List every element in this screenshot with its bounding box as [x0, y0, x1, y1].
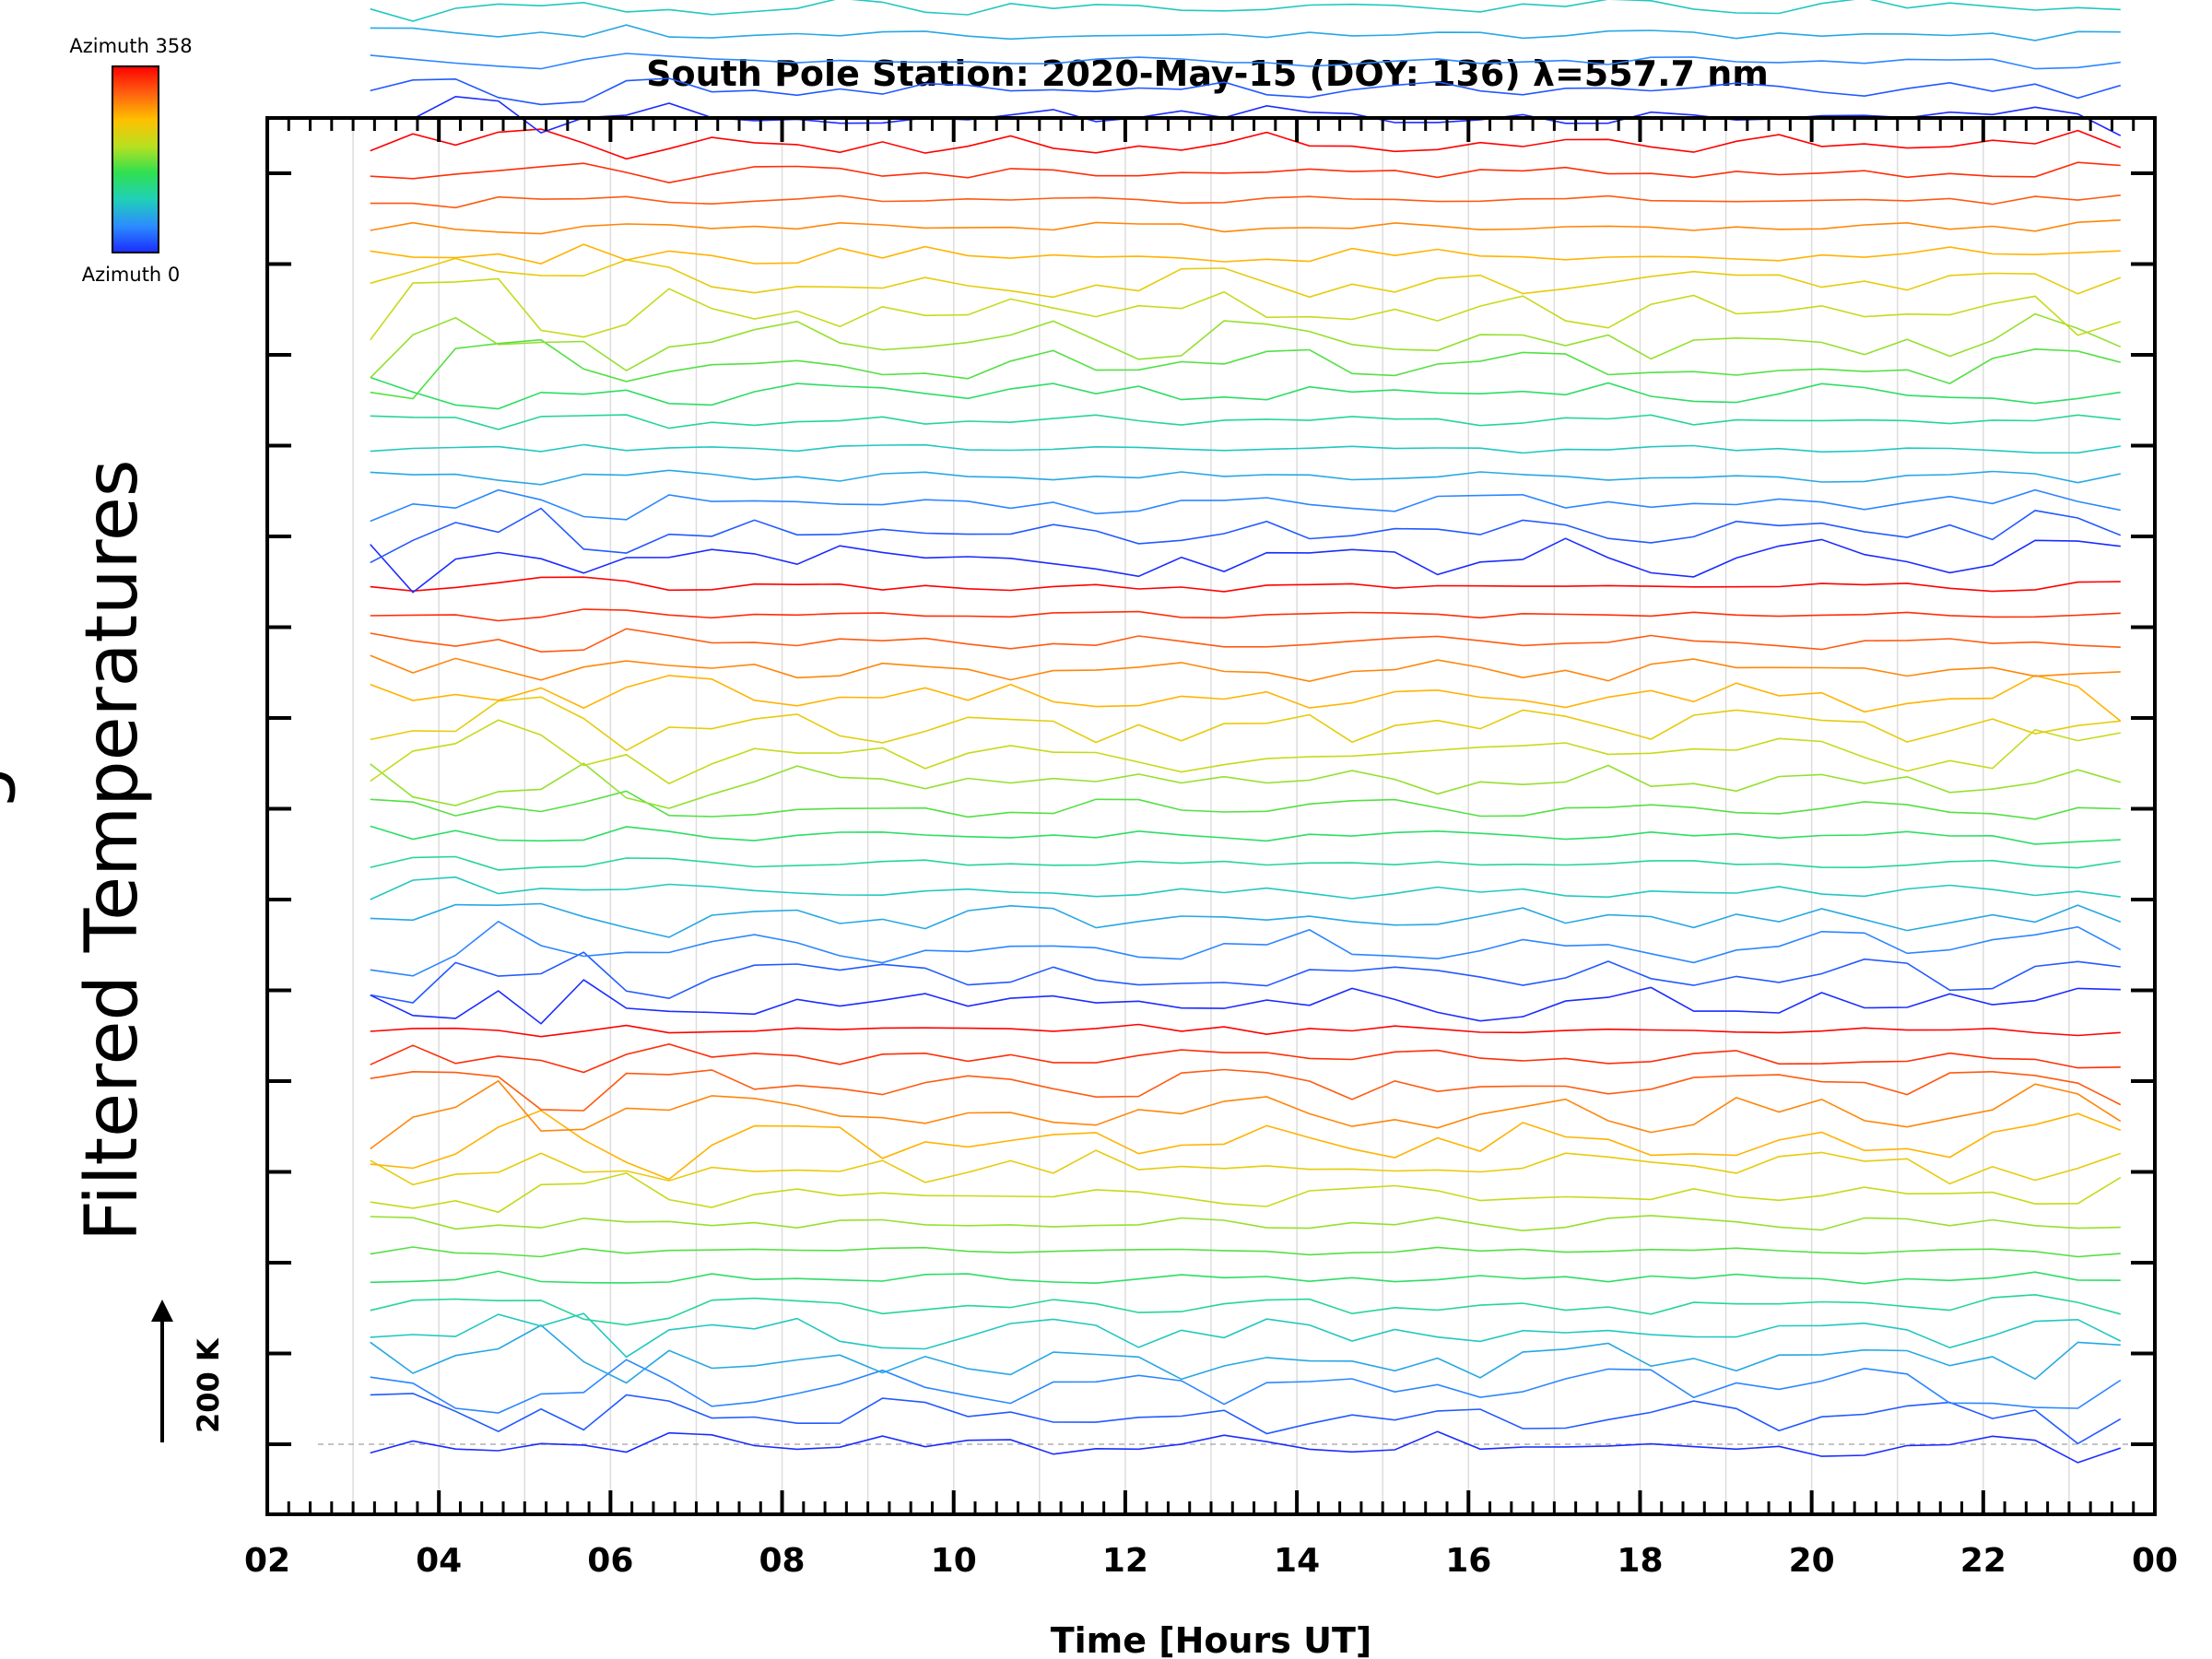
- temperature-trace: [370, 1324, 2121, 1384]
- x-tick-label: 12: [1102, 1542, 1148, 1580]
- temperature-trace: [370, 1171, 2122, 1214]
- temperature-trace: [370, 1359, 2122, 1414]
- temperature-trace: [370, 24, 2121, 41]
- temperature-trace: [370, 876, 2121, 900]
- temperature-trace: [370, 537, 2121, 594]
- x-tick-label: 02: [244, 1542, 290, 1580]
- temperature-trace: [370, 1068, 2122, 1112]
- temperature-trace: [370, 1215, 2121, 1232]
- temperature-trace: [370, 790, 2121, 820]
- temperature-trace: [370, 1079, 2122, 1150]
- x-tick-label: 10: [931, 1542, 977, 1580]
- temperature-trace: [370, 1023, 2121, 1038]
- temperature-trace: [370, 1293, 2122, 1326]
- temperature-trace: [370, 95, 2122, 136]
- temperature-trace: [370, 979, 2121, 1025]
- temperature-trace: [370, 608, 2121, 622]
- x-tick-labels: 02 04 06 08 10 12 14 16 18 20 22 00: [244, 1542, 2178, 1580]
- temperature-trace: [370, 1270, 2121, 1285]
- temperature-trace: [370, 194, 2121, 209]
- temperature-trace: [370, 312, 2122, 379]
- temperature-trace: [370, 338, 2122, 400]
- colorbar-top-label: Azimuth 358: [69, 35, 192, 57]
- x-tick-label: 08: [759, 1542, 805, 1580]
- scale-bar-arrowhead: [151, 1300, 173, 1322]
- x-tick-label: 18: [1617, 1542, 1663, 1580]
- x-tick-label: 06: [587, 1542, 633, 1580]
- temperature-trace: [370, 1393, 2122, 1445]
- temperature-trace: [370, 1149, 2122, 1186]
- grid-lines: [318, 118, 2155, 1514]
- temperature-trace: [370, 1430, 2122, 1464]
- temperature-trace: [370, 1246, 2121, 1258]
- temperature-trace: [370, 1312, 2122, 1359]
- temperature-trace: [370, 825, 2121, 845]
- temperature-trace: [370, 719, 2121, 785]
- azimuth-colorbar: Azimuth 358 Azimuth 0: [69, 35, 192, 286]
- y-axis-label-group: Filtered Temperatures g: [0, 460, 154, 1241]
- temperature-trace: [370, 219, 2121, 235]
- temperature-trace: [370, 243, 2121, 265]
- y-axis-label: Filtered Temperatures: [71, 460, 154, 1241]
- temperature-trace: [370, 654, 2121, 683]
- scale-bar: 200 K: [151, 1300, 226, 1442]
- temperature-trace: [370, 902, 2122, 938]
- x-tick-label: 16: [1445, 1542, 1491, 1580]
- colorbar-bottom-label: Azimuth 0: [82, 264, 181, 286]
- temperature-trace: [370, 920, 2122, 977]
- colorbar-gradient: [112, 65, 159, 253]
- plot-axes: [265, 116, 2157, 1516]
- temperature-trace: [370, 443, 2121, 454]
- temperature-trace: [370, 0, 2121, 22]
- x-tick-label: 00: [2132, 1542, 2178, 1580]
- temperature-trace: [370, 696, 2121, 752]
- temperature-traces: [370, 0, 2122, 1464]
- temperature-trace: [370, 674, 2122, 723]
- temperature-trace: [370, 507, 2122, 564]
- temperature-trace: [370, 762, 2122, 809]
- temperature-trace: [370, 1042, 2121, 1074]
- temperature-trace: [370, 951, 2121, 1004]
- temperature-trace: [370, 53, 2121, 70]
- temperature-trace: [370, 488, 2121, 523]
- x-tick-label: 22: [1960, 1542, 2006, 1580]
- x-tick-label: 14: [1274, 1542, 1320, 1580]
- x-tick-label: 04: [416, 1542, 462, 1580]
- temperature-trace: [370, 576, 2121, 593]
- temperature-trace: [370, 161, 2121, 184]
- temperature-trace: [370, 414, 2121, 430]
- temperature-trace: [370, 1110, 2122, 1181]
- temperature-trace: [370, 77, 2122, 106]
- scale-bar-label: 200 K: [191, 1337, 226, 1433]
- temperature-trace: [370, 469, 2121, 486]
- x-axis-label: Time [Hours UT]: [1051, 1620, 1372, 1659]
- temperature-trace: [370, 257, 2122, 299]
- temperature-trace: [370, 128, 2122, 160]
- temperature-trace: [370, 855, 2121, 871]
- temperature-trace: [370, 628, 2121, 653]
- temperature-trace: [370, 277, 2122, 341]
- y-axis-label-cropped: g: [0, 765, 18, 811]
- temperature-trace: [370, 376, 2121, 410]
- x-tick-label: 20: [1789, 1542, 1835, 1580]
